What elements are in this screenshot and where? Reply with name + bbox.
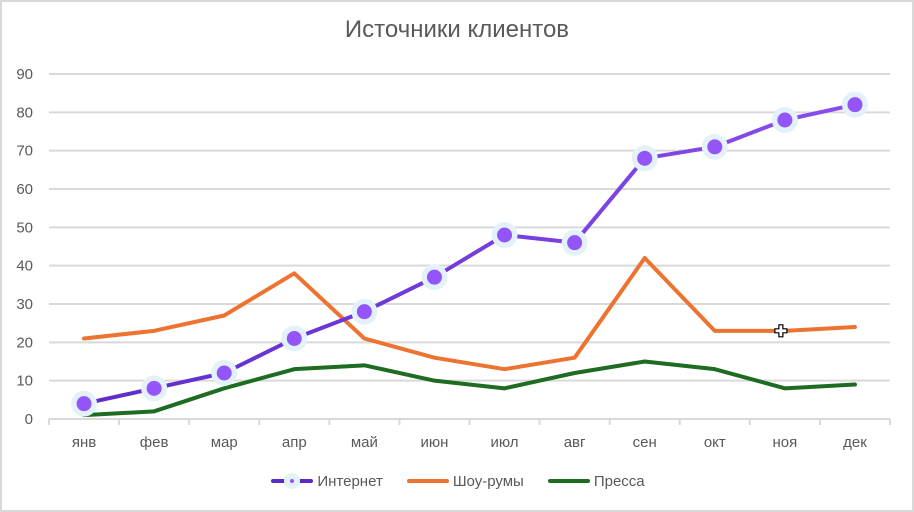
- y-tick-label: 10: [16, 373, 33, 390]
- data-point[interactable]: [707, 139, 723, 155]
- series-line-1[interactable]: [82, 256, 857, 372]
- y-tick-label: 40: [16, 258, 33, 275]
- data-point[interactable]: [426, 269, 442, 285]
- y-tick-label: 70: [16, 143, 33, 160]
- series-line-2[interactable]: [82, 359, 857, 418]
- x-tick-label: фев: [140, 434, 169, 451]
- x-tick-label: авг: [564, 434, 586, 451]
- legend-item-1[interactable]: Шоу-румы: [405, 471, 524, 491]
- y-tick-label: 20: [16, 334, 33, 351]
- y-tick-label: 30: [16, 296, 33, 313]
- legend: Интернет Шоу-румы Пресса: [0, 471, 914, 491]
- legend-swatch-icon: [406, 479, 449, 483]
- series-line-0[interactable]: [82, 102, 857, 406]
- move-cursor-icon: [774, 324, 788, 338]
- x-tick-label: апр: [282, 434, 307, 451]
- data-point[interactable]: [356, 304, 372, 320]
- x-tick-label: окт: [704, 434, 726, 451]
- y-tick-label: 0: [25, 411, 33, 428]
- x-tick-label: ноя: [773, 434, 798, 451]
- data-point[interactable]: [847, 97, 863, 113]
- x-tick-label: сен: [633, 434, 657, 451]
- x-tick-label: мар: [211, 434, 238, 451]
- x-tick-label: июн: [420, 434, 448, 451]
- x-tick-label: янв: [72, 434, 96, 451]
- legend-label: Интернет: [317, 472, 383, 490]
- legend-swatch-icon: [271, 473, 314, 489]
- x-tick-label: дек: [843, 434, 867, 451]
- legend-item-0[interactable]: Интернет: [269, 471, 383, 491]
- data-point[interactable]: [76, 396, 92, 412]
- chart-title: Источники клиентов: [344, 16, 570, 43]
- data-point[interactable]: [286, 331, 302, 346]
- legend-label: Пресса: [593, 472, 645, 490]
- legend-item-2[interactable]: Пресса: [546, 471, 645, 491]
- legend-swatch-icon: [547, 479, 590, 483]
- data-point[interactable]: [216, 365, 232, 381]
- data-point[interactable]: [146, 380, 162, 396]
- x-tick-label: июл: [491, 434, 519, 451]
- data-point[interactable]: [637, 150, 653, 166]
- legend-label: Шоу-румы: [452, 472, 524, 490]
- y-tick-label: 90: [16, 66, 33, 83]
- x-tick-label: май: [351, 434, 378, 451]
- y-tick-label: 50: [16, 219, 33, 236]
- y-tick-label: 80: [16, 104, 33, 121]
- data-point[interactable]: [567, 235, 583, 251]
- y-tick-label: 60: [16, 181, 33, 198]
- data-point[interactable]: [777, 112, 793, 128]
- data-point[interactable]: [497, 227, 513, 243]
